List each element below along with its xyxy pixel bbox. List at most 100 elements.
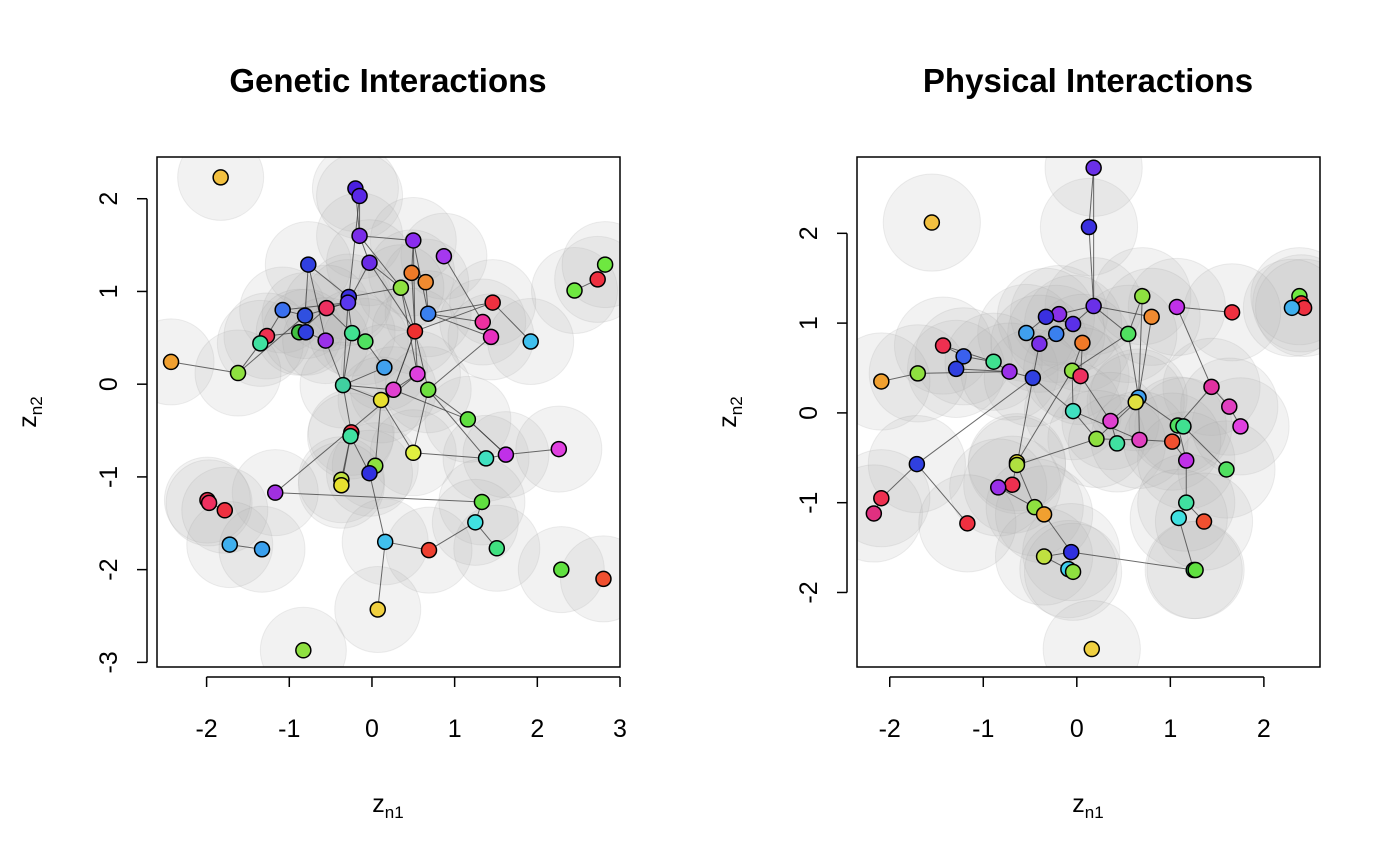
node-point [1131,431,1148,449]
edge-line [392,331,416,390]
node-point [266,484,284,501]
node-point [865,505,883,522]
node-point [369,601,387,618]
edge-line [393,389,469,420]
x-tick-label: 3 [613,715,627,743]
node-point [1031,335,1048,353]
node-point [274,301,291,319]
y-tick-label: 1 [95,285,123,299]
circles-layer [857,157,1320,667]
node-point [553,561,570,578]
x-tick-label: 1 [1163,715,1177,743]
edge-line [1176,306,1233,313]
edge-line [1016,377,1034,466]
edge-line [369,262,416,332]
node-point [909,365,927,382]
edge-line [916,463,968,524]
edge-line [917,371,1010,374]
node-point [488,540,506,557]
edge-line [1183,426,1227,470]
node-point [1221,398,1238,415]
edge-line [374,399,382,466]
edge-line [377,541,386,610]
node-point [1035,506,1053,523]
node-region-circle [857,449,931,548]
edge-line [427,389,487,459]
edge-line [467,419,507,456]
node-point [1223,304,1241,321]
plot-frame [856,156,1321,668]
node-point [1177,494,1195,511]
node-point [1102,412,1119,430]
node-point [216,502,234,519]
y-tick-label: -1 [795,492,823,514]
node-region-circle [857,332,931,431]
x-tick-label: 0 [1070,715,1084,743]
node-point [162,353,180,371]
node-point [357,333,374,350]
edge-line [282,302,349,311]
node-point [419,305,437,322]
node-point [1163,433,1181,450]
edge-line [956,368,1010,373]
y-axis: -2 -1 0 1 2 [795,226,848,604]
edge-line [1178,517,1195,571]
node-point [484,294,501,311]
node-point [1018,324,1035,342]
x-axis-label: zn1 [372,790,403,822]
edge-line [428,521,476,551]
node-region-circle [157,318,215,406]
node-point [1024,369,1042,387]
node-point [955,348,972,365]
node-point [923,214,941,231]
node-point [1203,378,1220,396]
plot-frame [156,156,621,668]
node-point [405,232,422,249]
edge-line [414,302,493,332]
node-point [522,333,539,350]
node-point [333,477,350,494]
edge-line [412,389,429,453]
node-point [1064,563,1082,581]
node-point [392,279,410,296]
x-axis: -2 -1 0 1 2 3 [195,676,627,743]
node-point [419,381,437,398]
node-point [467,514,484,531]
edge-line [412,240,416,332]
edge-line [492,302,532,342]
edge-line [170,361,239,374]
x-tick-label: -2 [195,715,217,743]
node-point [339,294,357,311]
node-point [334,376,352,394]
chart-title: Genetic Interactions [229,62,546,99]
node-point [1175,418,1192,435]
node-point [361,254,378,271]
node-point [482,328,500,346]
node-point [252,335,269,352]
edge-line [428,313,483,323]
node-point [959,515,976,532]
node-point [343,324,361,342]
node-point [1143,308,1160,326]
node-point [1001,363,1018,380]
node-region-circle [1250,247,1320,346]
edge-line [307,264,327,341]
node-point [1168,298,1186,316]
node-point [1283,299,1301,317]
node-point [1218,461,1235,478]
node-point [385,381,402,398]
node-point [361,464,378,482]
y-tick-label: 2 [95,192,123,206]
x-tick-label: 1 [448,715,462,743]
edge-line [428,302,493,315]
node-point [351,187,368,205]
edge-line [368,473,386,542]
node-point [253,540,271,558]
node-point [317,332,334,349]
edge-line [413,452,487,459]
x-tick-label: -1 [972,715,994,743]
node-point [989,479,1007,496]
node-point [873,489,890,507]
node-region-circle [559,535,620,623]
